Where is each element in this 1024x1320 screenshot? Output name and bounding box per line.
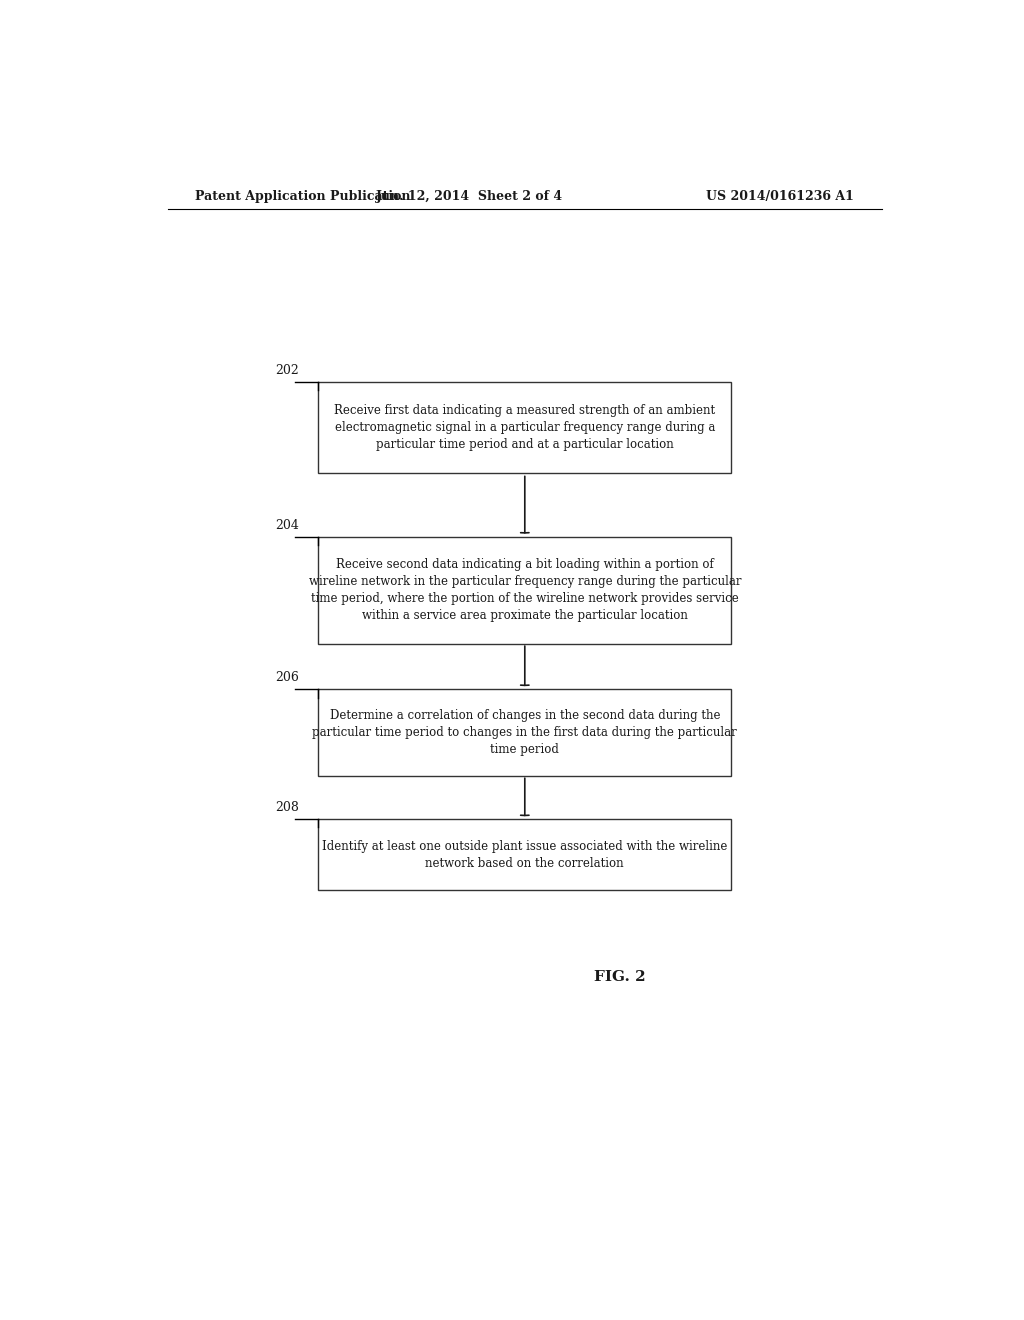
Bar: [318, 818, 731, 890]
Text: Jun. 12, 2014  Sheet 2 of 4: Jun. 12, 2014 Sheet 2 of 4: [376, 190, 563, 202]
Text: Receive first data indicating a measured strength of an ambient
electromagnetic : Receive first data indicating a measured…: [334, 404, 716, 451]
Bar: [318, 537, 731, 644]
Text: 206: 206: [274, 672, 299, 684]
Text: US 2014/0161236 A1: US 2014/0161236 A1: [707, 190, 854, 202]
Text: Patent Application Publication: Patent Application Publication: [196, 190, 411, 202]
Text: Receive second data indicating a bit loading within a portion of
wireline networ: Receive second data indicating a bit loa…: [308, 558, 741, 622]
Bar: [318, 689, 731, 776]
Text: 204: 204: [274, 519, 299, 532]
Text: 208: 208: [274, 801, 299, 814]
Text: Determine a correlation of changes in the second data during the
particular time: Determine a correlation of changes in th…: [312, 709, 737, 756]
Text: FIG. 2: FIG. 2: [594, 970, 646, 983]
Bar: [318, 381, 731, 474]
Text: Identify at least one outside plant issue associated with the wireline
network b: Identify at least one outside plant issu…: [323, 840, 727, 870]
Text: 202: 202: [274, 364, 299, 378]
